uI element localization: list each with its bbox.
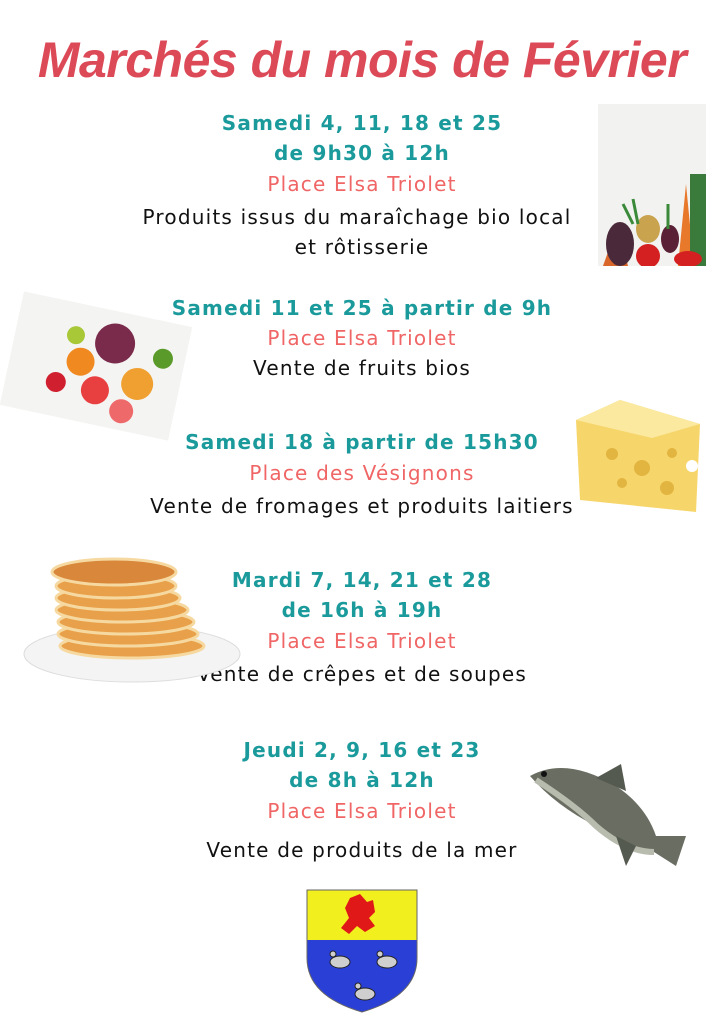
market-4-desc: Vente de crêpes et de soupes <box>196 662 528 686</box>
fish-image <box>530 764 686 866</box>
pancakes-image <box>23 557 241 683</box>
market-4-hours: de 16h à 19h <box>281 598 443 622</box>
market-1-desc-2: et rôtisserie <box>294 235 430 259</box>
vegetables-image <box>598 104 706 266</box>
page-title-container: Marchés du mois de Février <box>0 30 724 90</box>
market-1-days: Samedi 4, 11, 18 et 25 <box>221 111 503 135</box>
market-5-place: Place Elsa Triolet <box>267 799 457 823</box>
market-5-desc: Vente de produits de la mer <box>206 838 518 862</box>
market-3-desc: Vente de fromages et produits laitiers <box>150 494 574 518</box>
market-1-place: Place Elsa Triolet <box>267 172 457 196</box>
market-4-days: Mardi 7, 14, 21 et 28 <box>231 568 493 592</box>
market-1-desc: Produits issus du maraîchage bio local <box>142 205 572 229</box>
fruits-image <box>0 291 192 441</box>
coat-of-arms-emblem <box>306 889 418 1013</box>
market-3-place: Place des Vésignons <box>249 461 475 485</box>
page-title: Marchés du mois de Février <box>37 32 687 88</box>
market-4-place: Place Elsa Triolet <box>267 629 457 653</box>
market-2-desc: Vente de fruits bios <box>253 356 471 380</box>
market-5-days: Jeudi 2, 9, 16 et 23 <box>243 738 481 762</box>
market-1-hours: de 9h30 à 12h <box>274 141 450 165</box>
market-5-hours: de 8h à 12h <box>289 768 435 792</box>
market-2-place: Place Elsa Triolet <box>267 326 457 350</box>
market-2-days: Samedi 11 et 25 à partir de 9h <box>171 296 553 320</box>
market-3-days: Samedi 18 à partir de 15h30 <box>185 430 539 454</box>
cheese-image <box>576 400 700 512</box>
